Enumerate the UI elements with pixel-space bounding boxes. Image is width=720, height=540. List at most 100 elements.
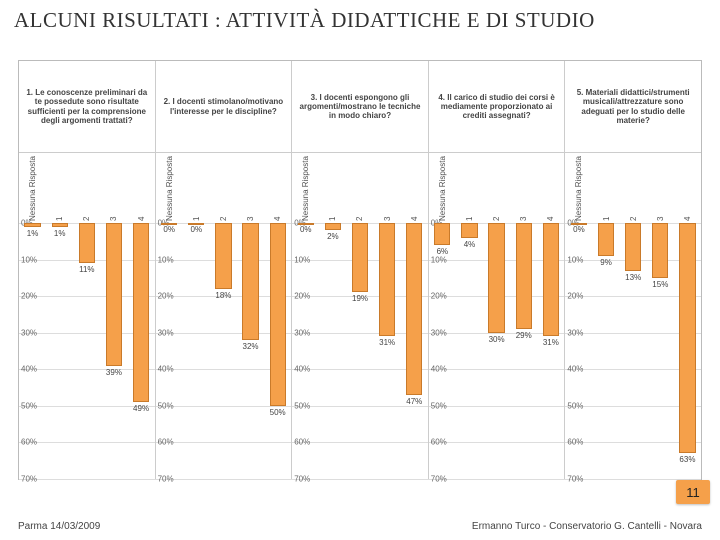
bar-slot: 39% [100, 223, 127, 479]
bar-slot: 47% [401, 223, 428, 479]
bar-slot: 6% [429, 223, 456, 479]
category-group-4: Nessuna Risposta1234 [429, 153, 566, 223]
bar [79, 223, 95, 263]
plot-group-3: 0%10%20%30%40%50%60%70%0%2%19%31%47% [292, 223, 429, 479]
category-label: Nessuna Risposta [19, 153, 46, 223]
bar-slot: 0% [292, 223, 319, 479]
plot-area: 0%10%20%30%40%50%60%70%1%1%11%39%49%0%10… [19, 223, 701, 479]
bar-slot: 1% [19, 223, 46, 479]
category-label: 1 [593, 153, 620, 223]
bar [488, 223, 504, 333]
bar [461, 223, 477, 238]
category-label: 1 [46, 153, 73, 223]
plot-group-5: 0%10%20%30%40%50%60%70%0%9%13%15%63% [565, 223, 701, 479]
category-label: Nessuna Risposta [156, 153, 183, 223]
bar-slot: 1% [46, 223, 73, 479]
bar-slot: 29% [510, 223, 537, 479]
bar-slot: 2% [319, 223, 346, 479]
question-header-1: 1. Le conoscenze preliminari da te posse… [19, 61, 156, 152]
bar-value-label: 30% [489, 335, 505, 344]
question-header-4: 4. Il carico di studio dei corsi è media… [429, 61, 566, 152]
slide-title: ALCUNI RISULTATI : ATTIVITÀ DIDATTICHE E… [0, 0, 720, 33]
question-header-2: 2. I docenti stimolano/motivano l'intere… [156, 61, 293, 152]
bar-value-label: 0% [163, 225, 175, 234]
bar-slot: 11% [73, 223, 100, 479]
category-group-1: Nessuna Risposta1234 [19, 153, 156, 223]
category-group-2: Nessuna Risposta1234 [156, 153, 293, 223]
bar-slot: 50% [264, 223, 291, 479]
bar-slot: 32% [237, 223, 264, 479]
category-label: 2 [483, 153, 510, 223]
bar-value-label: 32% [243, 342, 259, 351]
bar-slot: 31% [374, 223, 401, 479]
bar [325, 223, 341, 230]
bar-value-label: 15% [652, 280, 668, 289]
category-label: 2 [620, 153, 647, 223]
bar-value-label: 19% [352, 294, 368, 303]
bar-value-label: 2% [327, 232, 339, 241]
bar-value-label: 9% [600, 258, 612, 267]
bar [625, 223, 641, 271]
bar-slot: 63% [674, 223, 701, 479]
bar [434, 223, 450, 245]
bar [406, 223, 422, 395]
bar-slot: 31% [537, 223, 564, 479]
bar [516, 223, 532, 329]
category-label: 2 [346, 153, 373, 223]
bar-value-label: 13% [625, 273, 641, 282]
bar-slot: 0% [156, 223, 183, 479]
bar-value-label: 50% [270, 408, 286, 417]
category-group-5: Nessuna Risposta1234 [565, 153, 701, 223]
bar-slot: 30% [483, 223, 510, 479]
bar-value-label: 18% [215, 291, 231, 300]
category-label: 4 [401, 153, 428, 223]
bar-value-label: 31% [543, 338, 559, 347]
category-label: 3 [647, 153, 674, 223]
bar-slot: 13% [620, 223, 647, 479]
bar [543, 223, 559, 336]
questions-row: 1. Le conoscenze preliminari da te posse… [19, 61, 701, 153]
bar-value-label: 63% [679, 455, 695, 464]
category-label: 1 [183, 153, 210, 223]
category-label: 4 [264, 153, 291, 223]
category-label: 1 [319, 153, 346, 223]
category-label: Nessuna Risposta [292, 153, 319, 223]
category-label: 2 [210, 153, 237, 223]
bar-value-label: 31% [379, 338, 395, 347]
plot-group-2: 0%10%20%30%40%50%60%70%0%0%18%32%50% [156, 223, 293, 479]
category-label: Nessuna Risposta [429, 153, 456, 223]
category-label: 2 [73, 153, 100, 223]
footer-right: Ermanno Turco - Conservatorio G. Cantell… [472, 521, 702, 532]
bar-value-label: 47% [406, 397, 422, 406]
bar-slot: 15% [647, 223, 674, 479]
bar [379, 223, 395, 336]
bar-slot: 4% [456, 223, 483, 479]
plot-group-4: 0%10%20%30%40%50%60%70%6%4%30%29%31% [429, 223, 566, 479]
category-labels-row: Nessuna Risposta1234Nessuna Risposta1234… [19, 153, 701, 223]
bar [24, 223, 40, 227]
bar-value-label: 1% [54, 229, 66, 238]
page-number-badge: 11 [676, 480, 710, 504]
bar [106, 223, 122, 366]
bar [679, 223, 695, 453]
category-label: 4 [674, 153, 701, 223]
bar [270, 223, 286, 406]
plot-group-1: 0%10%20%30%40%50%60%70%1%1%11%39%49% [19, 223, 156, 479]
bar [598, 223, 614, 256]
bar-value-label: 49% [133, 404, 149, 413]
category-label: 4 [537, 153, 564, 223]
category-label: 3 [100, 153, 127, 223]
bar-slot: 0% [565, 223, 592, 479]
bar-value-label: 0% [300, 225, 312, 234]
bar-value-label: 29% [516, 331, 532, 340]
bar [133, 223, 149, 402]
bar [52, 223, 68, 227]
bar-value-label: 0% [191, 225, 203, 234]
bar-slot: 0% [183, 223, 210, 479]
question-header-5: 5. Materiali didattici/strumenti musical… [565, 61, 701, 152]
bar [352, 223, 368, 292]
bar-value-label: 39% [106, 368, 122, 377]
bar-slot: 18% [210, 223, 237, 479]
category-label: 3 [374, 153, 401, 223]
bar [652, 223, 668, 278]
